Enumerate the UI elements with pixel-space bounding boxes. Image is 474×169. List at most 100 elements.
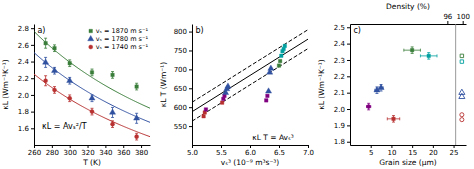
- tick-mark: [347, 109, 350, 110]
- tick-label: 5: [369, 149, 373, 157]
- point: [90, 110, 94, 114]
- x2-axis-line: [351, 24, 467, 25]
- tick-mark: [31, 28, 34, 29]
- x-axis-title: vₛ³ (10⁻⁹ m³s⁻³): [221, 158, 280, 167]
- tick-label: 2.5: [334, 24, 345, 32]
- tick: 10: [387, 145, 396, 157]
- point: [266, 88, 272, 93]
- tick-mark: [347, 76, 350, 77]
- point: [202, 115, 205, 118]
- tick-mark: [189, 126, 192, 127]
- tick-mark: [347, 44, 350, 45]
- tick-mark: [189, 50, 192, 51]
- point: [392, 117, 395, 120]
- tick-mark: [31, 128, 34, 129]
- tick: 2.4: [334, 40, 350, 48]
- y-axis-title: κL (Wm⁻¹K⁻¹): [317, 59, 326, 109]
- point: [266, 94, 269, 97]
- tick-label: 380: [135, 149, 148, 157]
- tick: 5: [369, 145, 373, 157]
- legend: vₛ = 1870 m s⁻¹vₛ = 1780 m s⁻¹vₛ = 1740 …: [88, 27, 149, 51]
- error-bar: [44, 38, 47, 48]
- error-bar: [392, 116, 395, 123]
- tick-label: 1.8: [334, 138, 345, 146]
- legend-symbol: [89, 29, 92, 32]
- point: [135, 135, 139, 139]
- tick-label: 2.4: [18, 58, 30, 66]
- tick-label: 650: [174, 85, 187, 93]
- point: [51, 67, 57, 72]
- tick: 5.5: [216, 145, 227, 157]
- point: [43, 59, 49, 64]
- legend-symbol: [88, 35, 94, 40]
- tick-mark: [279, 145, 280, 148]
- point: [68, 61, 71, 64]
- reference-line: [455, 24, 456, 145]
- tick: 380: [135, 145, 148, 157]
- y-axis: 550600650700750800: [174, 25, 193, 146]
- error-bar: [411, 47, 414, 54]
- tick-mark: [371, 145, 372, 148]
- y-axis-line: [350, 25, 351, 146]
- point: [460, 60, 463, 63]
- tick-mark: [189, 69, 192, 70]
- point: [460, 118, 464, 122]
- fit-curve: [34, 74, 150, 137]
- tick-label: 20: [429, 149, 438, 157]
- panel: 5101520251.81.92.02.12.22.32.42.596100Gr…: [317, 2, 470, 167]
- y-axis: 1.61.82.02.22.42.62.8: [18, 25, 35, 146]
- tick: 1.6: [18, 125, 34, 133]
- point: [109, 109, 115, 114]
- tick-label: 5.5: [216, 149, 227, 157]
- y-axis-title: κL (Wm⁻¹K⁻¹): [1, 59, 10, 109]
- tick: 2.5: [334, 24, 350, 32]
- x-axis-title: T (K): [82, 158, 101, 167]
- point: [460, 54, 463, 57]
- y-axis-title: κL T (Wm⁻¹): [159, 62, 168, 108]
- tick-label: 2.0: [334, 106, 345, 114]
- point: [225, 83, 231, 88]
- point: [220, 101, 223, 104]
- tick-label: 2.2: [334, 73, 345, 81]
- error-bar: [53, 87, 56, 94]
- tick-label: 2.3: [334, 57, 345, 65]
- point: [90, 71, 93, 74]
- chart-root: 2602803003203403603801.61.82.02.22.42.62…: [0, 0, 474, 169]
- point: [427, 54, 430, 57]
- error-bar: [135, 133, 138, 140]
- point: [265, 99, 268, 102]
- tick-label: 5.0: [187, 149, 198, 157]
- tick: 100: [456, 13, 469, 24]
- error-bar: [427, 53, 430, 60]
- tick: 6.5: [274, 145, 285, 157]
- fit-line: [192, 30, 308, 103]
- tick: 2.6: [18, 42, 34, 50]
- point: [278, 59, 281, 62]
- y-axis: 1.81.92.02.12.22.32.42.5: [334, 24, 351, 146]
- tick: 340: [99, 145, 112, 157]
- tick-mark: [347, 60, 350, 61]
- tick-mark: [70, 145, 71, 148]
- tick: 15: [408, 145, 417, 157]
- tick-mark: [189, 107, 192, 108]
- tick-mark: [391, 145, 392, 148]
- tick-label: 10: [387, 149, 396, 157]
- tick-mark: [31, 112, 34, 113]
- x-error-bar: [387, 117, 399, 120]
- legend-symbol: [89, 45, 93, 49]
- tick-mark: [189, 88, 192, 89]
- x-axis: 5.05.56.06.57.0: [187, 145, 314, 157]
- annotation: κL = Avₛ²/T: [42, 122, 87, 131]
- tick-label: 1.8: [18, 108, 29, 116]
- point: [410, 48, 413, 51]
- x-axis: 510152025: [351, 145, 467, 157]
- tick-label: 6.0: [245, 149, 256, 157]
- point: [277, 64, 280, 67]
- tick-label: 96: [443, 13, 452, 21]
- tick-label: 800: [174, 28, 187, 36]
- point: [52, 88, 56, 92]
- tick-mark: [141, 145, 142, 148]
- tick: 1.8: [18, 108, 34, 116]
- point: [110, 122, 114, 126]
- x2-axis-title: Density (%): [386, 2, 430, 11]
